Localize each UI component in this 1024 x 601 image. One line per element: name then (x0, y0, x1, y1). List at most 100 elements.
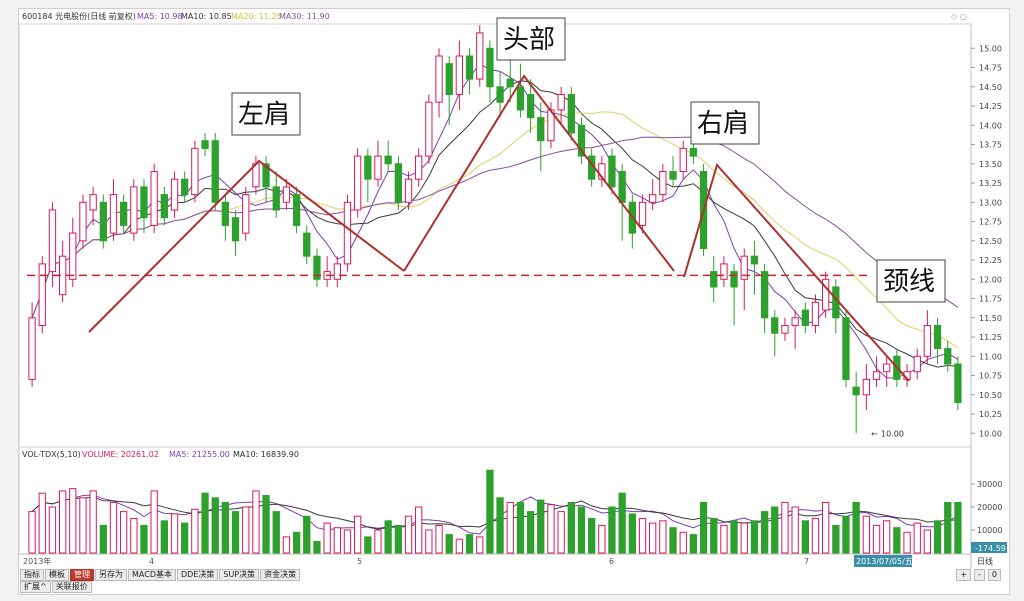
volume-bar (181, 522, 189, 554)
volume-bar (262, 495, 270, 554)
period-label[interactable]: 日线 (977, 556, 993, 566)
volume-bar (577, 506, 586, 554)
toolbar-tab[interactable]: 资金决策 (260, 569, 301, 581)
toolbar-button[interactable]: 关联报价 (51, 581, 92, 593)
candle-body (313, 255, 321, 280)
volume-bar (69, 488, 77, 554)
price-header: 600184 光电股份(日线 前复权) MA5: 10.98 MA10: 10.… (22, 11, 967, 21)
head-callout: 头部 (496, 17, 566, 61)
volume-bar (231, 511, 240, 554)
candle-body (28, 317, 36, 380)
left-shoulder-label: 左肩 (238, 100, 290, 130)
price-tick-label: 12.00 (979, 275, 1002, 284)
price-tick-label: 12.25 (979, 256, 1002, 265)
candle (811, 294, 820, 334)
candle-body (343, 201, 352, 265)
volume-bar (527, 511, 535, 554)
candle-body (130, 186, 138, 234)
candle-body (201, 140, 209, 149)
toolbar-tab[interactable]: 模板 (45, 569, 69, 581)
candle (272, 171, 280, 218)
toolbar-tab[interactable]: MACD基本 (128, 569, 176, 581)
candle-body (679, 147, 687, 172)
volume-bar (455, 538, 464, 554)
volume-bar (465, 534, 474, 554)
volume-bar (811, 518, 820, 554)
candle-body (415, 155, 423, 180)
candle (354, 148, 362, 218)
volume-bar (628, 513, 637, 554)
candle (221, 194, 229, 241)
toolbar-tab[interactable]: 管理 (70, 569, 94, 581)
candle-body (913, 355, 921, 373)
candle-body (730, 271, 738, 288)
window-controls[interactable]: ◇ ○ (951, 12, 967, 21)
volume-tick-label: 10000 (977, 526, 1002, 535)
candle (79, 194, 87, 249)
volume-bar (862, 515, 871, 554)
price-tick-label: 13.50 (979, 160, 1002, 169)
price-tick-label: 14.25 (979, 102, 1002, 111)
toolbar-button[interactable]: 扩展^ (20, 581, 51, 593)
candle (781, 317, 789, 341)
volume-bar (649, 522, 657, 554)
candle (476, 25, 484, 87)
candle (872, 356, 881, 388)
volume-indicator-name: VOL-TDX(5,10) (22, 450, 81, 459)
price-tick-label: 15.00 (979, 44, 1002, 53)
volume-bar (547, 504, 555, 554)
date-badge: 2013/07/05/五 (856, 557, 913, 566)
price-panel (18, 23, 972, 448)
candle (99, 194, 107, 249)
toolbar-row-2: 扩展^ 关联报价 (20, 581, 93, 593)
price-tick-label: 10.75 (979, 372, 1002, 381)
candlesticks (28, 25, 962, 434)
price-tick-label: 10.00 (979, 429, 1002, 438)
moving-averages (31, 63, 959, 379)
toolbar-tab[interactable]: 指标 (20, 569, 44, 581)
volume-bar (730, 520, 738, 554)
candle-body (781, 325, 789, 334)
zoom-control-button[interactable]: + (956, 569, 972, 581)
toolbar-tab[interactable]: DDE决策 (176, 569, 219, 581)
volume-header: VOL-TDX(5,10) VOLUME: 20261.02 MA5: 2125… (22, 450, 299, 459)
candle (48, 202, 57, 287)
ma20-readout: MA20: 11.25 (231, 12, 282, 21)
candle-body (486, 47, 494, 88)
candle-body (842, 317, 850, 380)
candle-body (282, 186, 291, 203)
volume-bar (954, 501, 962, 554)
volume-ma10-readout: MA10: 16839.90 (233, 450, 299, 459)
candle (567, 86, 576, 141)
candle (38, 256, 46, 334)
candle (323, 256, 331, 287)
candle-body (99, 201, 107, 242)
candle-body (221, 201, 229, 226)
volume-bars (28, 469, 962, 554)
candle (862, 363, 871, 411)
candle-body (954, 363, 962, 403)
zoom-control-button[interactable]: 0 (987, 569, 1001, 581)
candle-body (435, 55, 443, 103)
toolbar-tab[interactable]: 另存为 (95, 569, 127, 581)
volume-bar (669, 527, 677, 554)
candle (140, 179, 148, 234)
volume-bar (343, 529, 352, 554)
ma5-line (31, 63, 959, 379)
candle (160, 186, 168, 226)
zoom-control-button[interactable]: - (974, 569, 985, 581)
volume-bar (201, 492, 209, 554)
volume-bar (883, 520, 891, 554)
candle-body (79, 201, 87, 242)
volume-tick-label: 20000 (977, 503, 1002, 512)
vol-value-badge (971, 542, 1007, 553)
volume-bar (801, 520, 810, 554)
candle-body (669, 171, 677, 180)
volume-bar (486, 469, 494, 554)
volume-bar (99, 524, 107, 554)
candle (435, 48, 443, 118)
volume-bar (404, 515, 413, 554)
volume-bar (384, 520, 392, 554)
toolbar-tab[interactable]: SUP决策 (219, 569, 260, 581)
candle-body (710, 271, 718, 288)
